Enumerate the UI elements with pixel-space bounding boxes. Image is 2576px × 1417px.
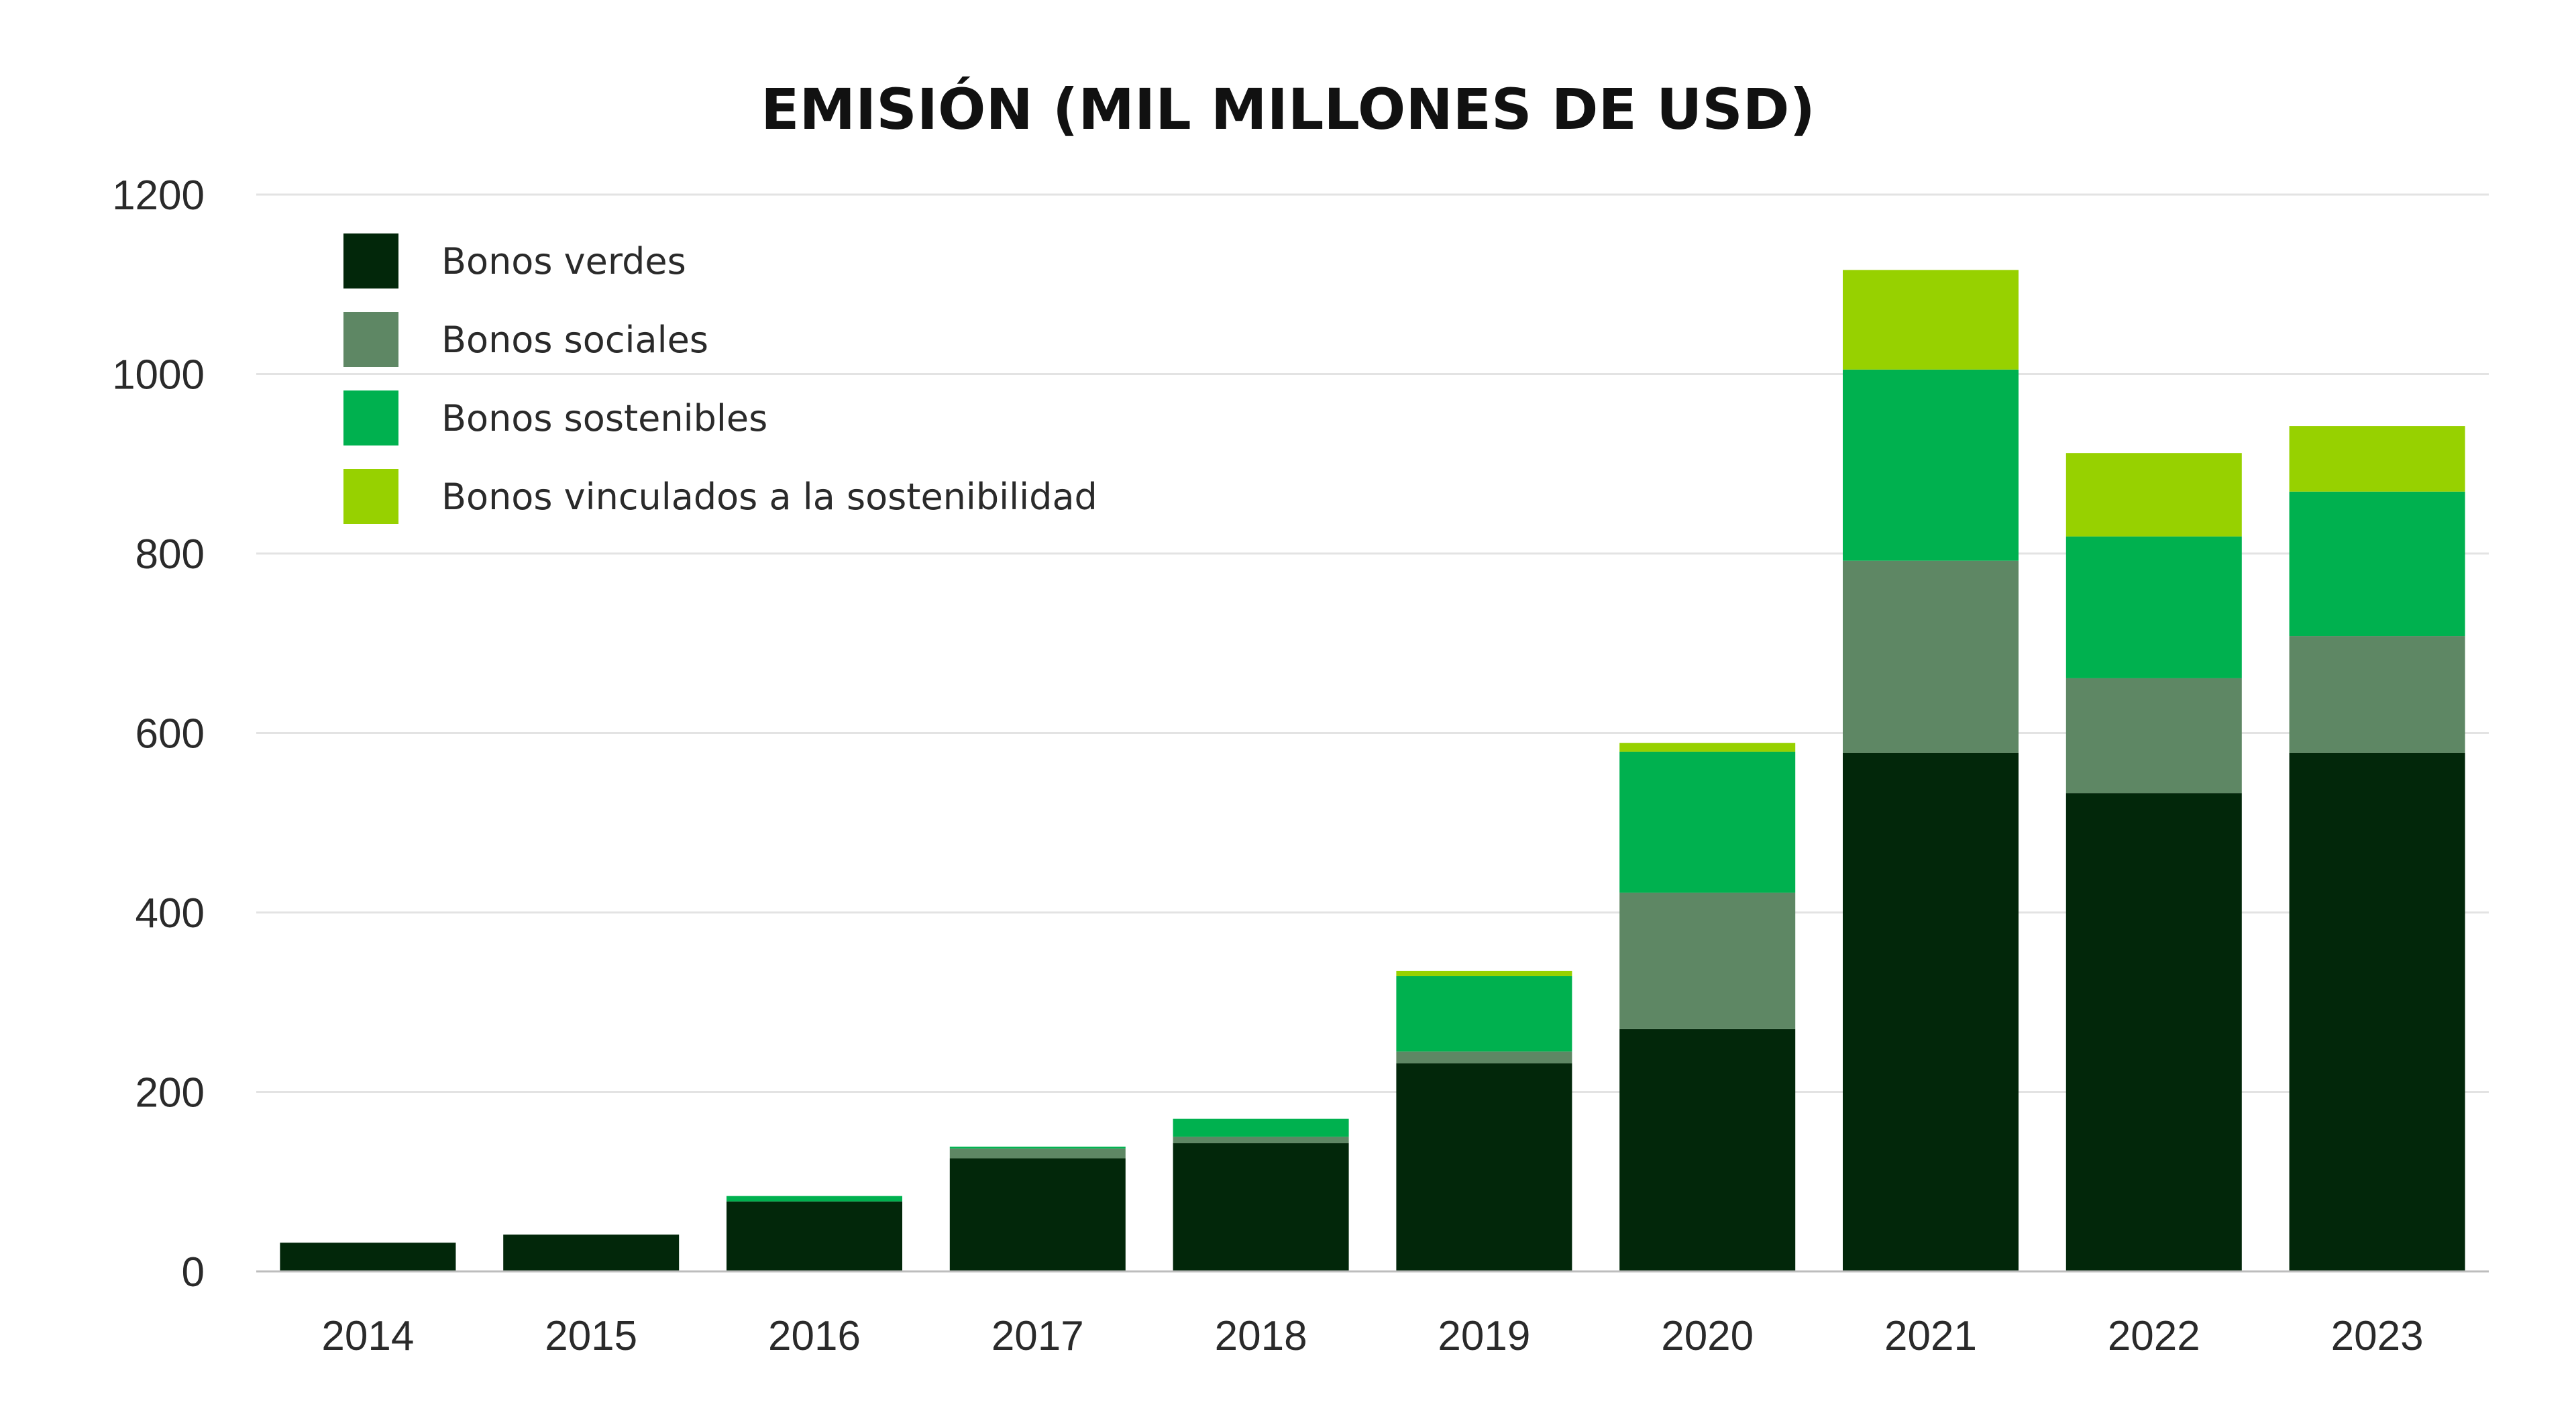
- x-tick-label: 2017: [991, 1313, 1084, 1359]
- y-tick-label: 1200: [112, 172, 205, 219]
- bar-segment-2020-series-1: [1619, 1029, 1796, 1271]
- y-tick-label: 1000: [112, 352, 205, 399]
- bar-segment-2023-series-2: [2289, 636, 2465, 753]
- bar-segment-2023-series-4: [2289, 426, 2465, 492]
- bar-segment-2021-series-4: [1843, 270, 2019, 370]
- legend-swatch: [343, 390, 398, 445]
- bar-segment-2019-series-4: [1396, 970, 1572, 976]
- legend-label: Bonos sostenibles: [441, 397, 767, 439]
- bar-segment-2022-series-4: [2065, 453, 2242, 537]
- y-tick-label: 800: [136, 531, 205, 578]
- y-axis-ticks: 0 200 400 600 800 1000 1200: [112, 172, 205, 1296]
- x-tick-label: 2016: [768, 1313, 861, 1359]
- y-tick-label: 200: [136, 1070, 205, 1116]
- bar-segment-2017-series-3: [949, 1147, 1126, 1149]
- x-tick-label: 2023: [2331, 1313, 2424, 1359]
- legend-label: Bonos sociales: [441, 319, 708, 361]
- bar-segment-2021-series-3: [1843, 369, 2019, 561]
- y-tick-label: 600: [136, 711, 205, 757]
- y-tick-label: 400: [136, 890, 205, 937]
- legend-label: Bonos verdes: [441, 240, 686, 282]
- legend-swatch: [343, 469, 398, 524]
- x-tick-label: 2018: [1215, 1313, 1307, 1359]
- bar-segment-2022-series-1: [2065, 793, 2242, 1271]
- legend-swatch: [343, 233, 398, 288]
- bar-segment-2017-series-2: [949, 1148, 1126, 1159]
- bar-segment-2022-series-3: [2065, 536, 2242, 678]
- legend-item: Bonos verdes: [343, 233, 686, 288]
- x-tick-label: 2021: [1884, 1313, 1977, 1359]
- bar-segment-2016-series-1: [727, 1201, 902, 1271]
- bar-segment-2019-series-1: [1396, 1063, 1572, 1271]
- bar-segment-2017-series-1: [949, 1158, 1126, 1271]
- legend-label: Bonos vinculados a la sostenibilidad: [441, 476, 1097, 518]
- legend-item: Bonos sociales: [343, 312, 708, 367]
- x-axis-ticks: 2014 2015 2016 2017 2018 2019 2020 2021 2022 2023: [321, 1313, 2423, 1359]
- bar-segment-2018-series-3: [1173, 1118, 1349, 1137]
- x-tick-label: 2022: [2108, 1313, 2200, 1359]
- bar-segment-2020-series-2: [1619, 892, 1796, 1029]
- legend-item: Bonos vinculados a la sostenibilidad: [343, 469, 1097, 524]
- bar-segment-2021-series-2: [1843, 560, 2019, 753]
- bar-segment-2016-series-3: [727, 1196, 902, 1202]
- bar-segment-2019-series-3: [1396, 976, 1572, 1052]
- bar-segment-2023-series-3: [2289, 491, 2465, 637]
- x-tick-label: 2014: [321, 1313, 414, 1359]
- bar-segment-2018-series-2: [1173, 1137, 1349, 1143]
- bar-segment-2015-series-1: [503, 1235, 680, 1271]
- bar-segment-2014-series-1: [280, 1243, 456, 1271]
- legend-item: Bonos sostenibles: [343, 390, 767, 445]
- x-tick-label: 2020: [1661, 1313, 1754, 1359]
- bar-segment-2022-series-2: [2065, 678, 2242, 794]
- chart-title: EMISIÓN (MIL MILLONES DE USD): [761, 76, 1815, 142]
- y-tick-label: 0: [182, 1249, 205, 1296]
- x-tick-label: 2019: [1438, 1313, 1530, 1359]
- bar-segment-2018-series-1: [1173, 1143, 1349, 1271]
- bar-segment-2021-series-1: [1843, 752, 2019, 1271]
- legend: Bonos verdes Bonos sociales Bonos sostenib…: [343, 233, 1097, 524]
- x-tick-label: 2015: [545, 1313, 637, 1359]
- bar-segment-2023-series-1: [2289, 752, 2465, 1271]
- bar-segment-2019-series-2: [1396, 1051, 1572, 1063]
- legend-swatch: [343, 312, 398, 367]
- bars: [280, 270, 2465, 1271]
- bar-segment-2020-series-3: [1619, 751, 1796, 893]
- bar-segment-2020-series-4: [1619, 743, 1796, 752]
